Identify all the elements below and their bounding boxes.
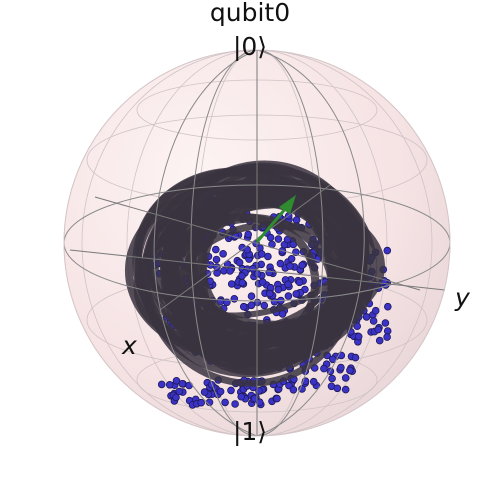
measurement-point — [287, 254, 296, 263]
measurement-point — [212, 245, 220, 254]
measurement-point — [328, 374, 336, 383]
north-pole-label: |0⟩ — [232, 32, 268, 61]
measurement-point — [221, 398, 229, 407]
measurement-point — [239, 302, 248, 311]
measurement-point — [309, 377, 318, 386]
measurement-point — [295, 278, 304, 287]
measurement-point — [354, 332, 363, 341]
measurement-point — [172, 376, 181, 385]
measurement-point — [165, 380, 174, 389]
measurement-point — [298, 261, 306, 270]
y-axis-line — [69, 249, 446, 291]
sphere-outline — [63, 49, 451, 437]
measurement-point — [200, 388, 209, 396]
measurement-point — [219, 250, 227, 258]
measurement-point — [362, 313, 371, 321]
measurement-point — [216, 387, 225, 396]
measurement-point — [235, 258, 244, 267]
measurement-point — [265, 289, 274, 298]
measurement-point — [383, 246, 392, 255]
x-axis-label: x — [122, 331, 137, 360]
measurement-point — [226, 267, 234, 275]
diag-axis-line — [159, 184, 331, 311]
state-vector-arrowhead — [279, 195, 296, 214]
measurement-point — [381, 319, 390, 327]
measurement-point — [175, 387, 184, 396]
measurement-point — [276, 259, 285, 268]
measurement-point — [383, 333, 391, 341]
meridian-x — [190, 50, 324, 436]
measurement-point — [227, 386, 235, 395]
trajectory-loop — [144, 180, 356, 387]
measurement-point — [250, 394, 259, 403]
measurement-point — [292, 290, 301, 298]
measurement-point — [274, 235, 283, 243]
trajectory-wisp — [297, 197, 343, 233]
state-vector — [255, 195, 296, 243]
figure-title: qubit0 — [209, 0, 291, 27]
measurement-point — [341, 374, 350, 382]
measurement-point — [258, 278, 267, 286]
meridian-y — [256, 50, 365, 436]
meridian-diag — [153, 50, 258, 436]
measurement-point — [371, 306, 380, 315]
measurement-point — [284, 292, 293, 300]
measurement-point — [320, 364, 328, 373]
measurement-point — [247, 301, 256, 310]
measurement-point — [351, 353, 360, 362]
measurement-point — [375, 336, 384, 345]
x-axis-line — [94, 196, 421, 291]
measurement-point — [178, 379, 187, 388]
measurement-point — [265, 268, 274, 277]
measurement-point — [383, 302, 392, 311]
south-pole-label: |1⟩ — [232, 417, 268, 446]
measurement-point — [260, 301, 269, 310]
measurement-point — [374, 325, 383, 334]
measurement-point — [274, 285, 283, 294]
measurement-point — [247, 292, 256, 301]
measurement-point — [237, 392, 246, 401]
measurement-point — [205, 398, 214, 407]
measurement-point — [284, 280, 292, 289]
measurement-point — [341, 385, 350, 394]
axes — [69, 50, 446, 436]
measurement-point — [369, 317, 378, 325]
measurement-point — [255, 398, 264, 407]
measurement-point — [157, 380, 166, 389]
trajectory-wisp — [237, 173, 281, 188]
measurement-point — [264, 252, 272, 261]
measurement-point — [197, 398, 206, 407]
measurement-point — [227, 280, 236, 288]
measurement-point — [212, 255, 221, 264]
measurement-point — [172, 393, 180, 402]
measurement-point — [273, 394, 281, 403]
measurement-point — [333, 384, 342, 393]
measurement-point — [286, 262, 294, 270]
y-axis-label: y — [455, 283, 470, 312]
measurement-point — [244, 230, 253, 239]
measurement-point — [238, 278, 247, 287]
measurement-point — [270, 297, 279, 306]
measurement-point — [249, 264, 257, 273]
measurement-point — [337, 363, 345, 372]
measurement-point — [231, 400, 239, 408]
measurement-point — [346, 366, 354, 375]
measurement-point — [266, 233, 275, 242]
measurement-point — [289, 385, 298, 394]
measurement-point — [292, 216, 301, 224]
